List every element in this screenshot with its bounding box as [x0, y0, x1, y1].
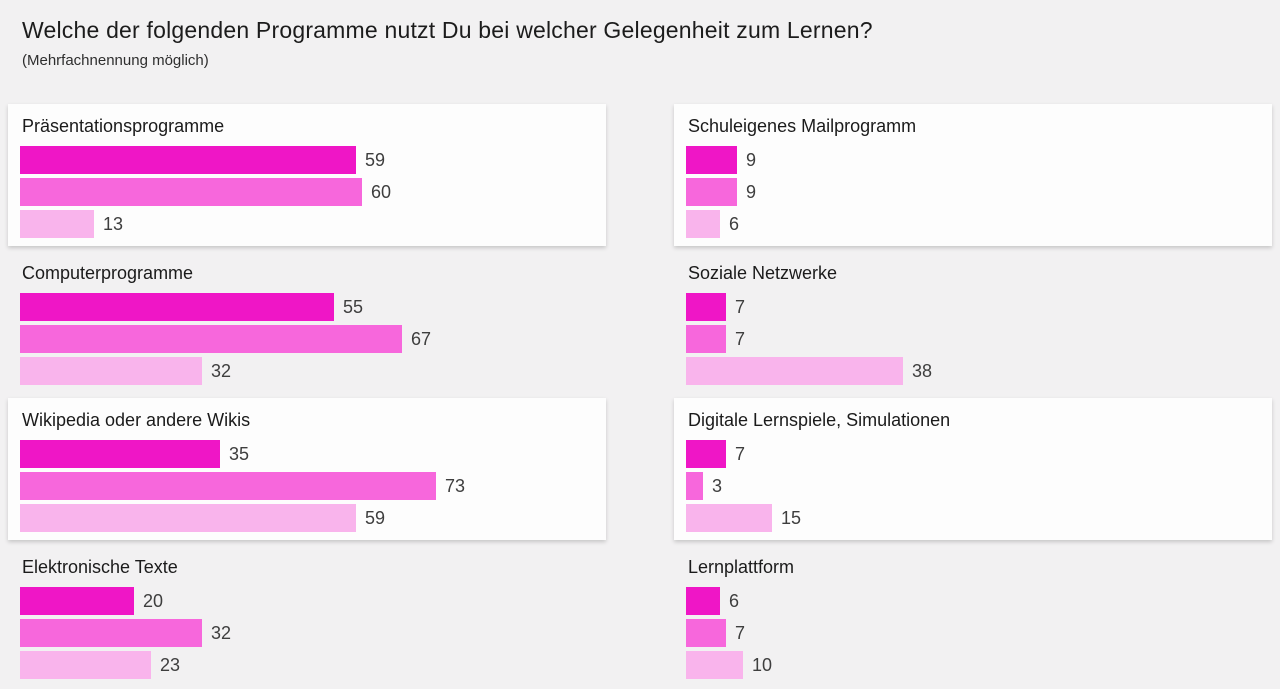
bar-value-label: 15 [781, 507, 802, 528]
bar-series1 [20, 146, 356, 174]
bar-value-label: 13 [103, 213, 124, 234]
bar-value-label: 7 [735, 622, 746, 643]
chart-panel: Elektronische Texte 20 32 23 [8, 545, 606, 687]
bar-value-label: 55 [343, 296, 364, 317]
chart-panel: Lernplattform 6 7 10 [674, 545, 1272, 687]
panel-title: Wikipedia oder andere Wikis [22, 410, 251, 430]
bar-series2 [20, 472, 436, 500]
bar-value-label: 9 [746, 149, 757, 170]
panel-title: Präsentationsprogramme [22, 116, 225, 136]
bar-series2 [20, 325, 402, 353]
chart-panel: Soziale Netzwerke 7 7 38 [674, 251, 1272, 393]
panel-title: Schuleigenes Mailprogramm [688, 116, 917, 136]
bar-value-label: 67 [411, 328, 432, 349]
bar-row: 73 [20, 472, 592, 500]
panel-title: Lernplattform [688, 557, 795, 577]
bar-series3 [20, 357, 202, 385]
bar-series2 [686, 325, 726, 353]
bar-value-label: 7 [735, 328, 746, 349]
bar-series2 [686, 472, 703, 500]
bar-value-label: 59 [365, 149, 386, 170]
bar-series3 [20, 651, 151, 679]
bar-series1 [20, 587, 134, 615]
bar-value-label: 9 [746, 181, 757, 202]
bar-value-label: 7 [735, 443, 746, 464]
bar-value-label: 73 [445, 475, 466, 496]
bar-row: 10 [686, 651, 1258, 679]
bar-row: 6 [686, 210, 1258, 238]
bar-row: 3 [686, 472, 1258, 500]
bar-value-label: 35 [229, 443, 250, 464]
bar-row: 59 [20, 146, 592, 174]
bar-value-label: 3 [712, 475, 723, 496]
chart-panel: Wikipedia oder andere Wikis 35 73 59 [8, 398, 606, 540]
panel-title: Elektronische Texte [22, 557, 178, 577]
panel-title: Computerprogramme [22, 263, 194, 283]
bar-row: 32 [20, 357, 592, 385]
bar-row: 7 [686, 325, 1258, 353]
panel-title: Soziale Netzwerke [688, 263, 838, 283]
chart-header: Welche der folgenden Programme nutzt Du … [0, 0, 1280, 70]
bar-series2 [20, 619, 202, 647]
bar-value-label: 32 [211, 360, 232, 381]
bar-row: 13 [20, 210, 592, 238]
bar-series1 [20, 440, 220, 468]
bar-series2 [686, 619, 726, 647]
chart-panel: Präsentationsprogramme 59 60 13 [8, 104, 606, 246]
bar-row: 59 [20, 504, 592, 532]
bar-value-label: 23 [160, 654, 181, 675]
bar-value-label: 20 [143, 590, 164, 611]
bar-series3 [20, 210, 94, 238]
bar-series1 [686, 293, 726, 321]
bar-row: 15 [686, 504, 1258, 532]
bar-row: 23 [20, 651, 592, 679]
bar-row: 9 [686, 178, 1258, 206]
bar-series3 [686, 651, 743, 679]
chart-panel: Schuleigenes Mailprogramm 9 9 6 [674, 104, 1272, 246]
panel-title: Digitale Lernspiele, Simulationen [688, 410, 951, 430]
bar-row: 32 [20, 619, 592, 647]
bar-row: 7 [686, 293, 1258, 321]
bar-value-label: 7 [735, 296, 746, 317]
bar-series3 [686, 357, 903, 385]
chart-panel: Computerprogramme 55 67 32 [8, 251, 606, 393]
bar-row: 9 [686, 146, 1258, 174]
chart-title: Welche der folgenden Programme nutzt Du … [22, 17, 873, 43]
bar-series3 [686, 504, 772, 532]
bar-value-label: 6 [729, 213, 740, 234]
bar-series1 [686, 587, 720, 615]
bar-value-label: 32 [211, 622, 232, 643]
bar-series1 [20, 293, 334, 321]
bar-row: 20 [20, 587, 592, 615]
bar-series1 [686, 440, 726, 468]
bar-series3 [686, 210, 720, 238]
bar-series3 [20, 504, 356, 532]
bar-row: 35 [20, 440, 592, 468]
bar-row: 67 [20, 325, 592, 353]
chart-subtitle: (Mehrfachnennung möglich) [22, 52, 209, 69]
bar-series2 [20, 178, 362, 206]
bar-series1 [686, 146, 737, 174]
bar-value-label: 59 [365, 507, 386, 528]
bar-series2 [686, 178, 737, 206]
chart-panel: Digitale Lernspiele, Simulationen 7 3 15 [674, 398, 1272, 540]
bar-value-label: 6 [729, 590, 740, 611]
bar-value-label: 60 [371, 181, 392, 202]
bar-row: 60 [20, 178, 592, 206]
bar-row: 7 [686, 619, 1258, 647]
panels-grid: Präsentationsprogramme 59 60 13 Schuleigenes… [0, 104, 1280, 687]
bar-value-label: 38 [912, 360, 933, 381]
bar-row: 6 [686, 587, 1258, 615]
bar-value-label: 10 [752, 654, 773, 675]
bar-row: 7 [686, 440, 1258, 468]
bar-row: 38 [686, 357, 1258, 385]
bar-row: 55 [20, 293, 592, 321]
